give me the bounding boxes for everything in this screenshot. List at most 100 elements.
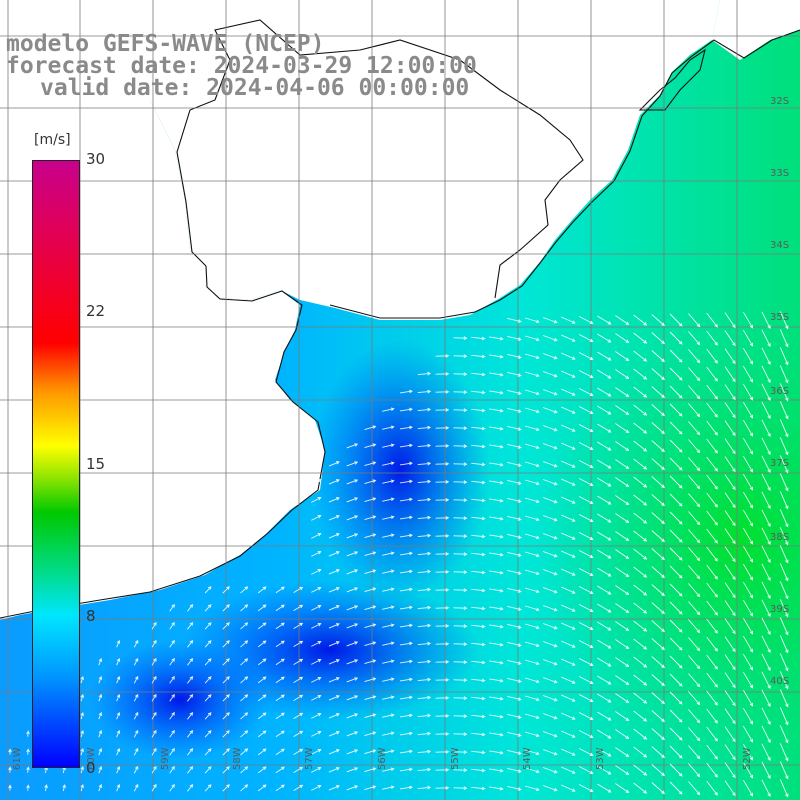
wind-arrow xyxy=(293,784,304,791)
wind-arrow xyxy=(26,730,30,737)
wind-arrow xyxy=(257,784,267,792)
wind-arrow xyxy=(204,640,212,648)
wind-arrow xyxy=(453,552,468,556)
wind-arrow xyxy=(706,528,718,544)
wind-arrow xyxy=(542,623,558,630)
wind-arrow xyxy=(561,658,576,666)
wind-arrow xyxy=(507,587,522,593)
wind-arrow xyxy=(328,659,340,665)
wind-arrow xyxy=(293,658,304,665)
wind-arrow xyxy=(275,640,285,648)
wind-arrow xyxy=(542,749,558,756)
wind-arrow xyxy=(399,713,413,718)
wind-arrow xyxy=(743,473,754,491)
wind-arrow xyxy=(471,714,486,719)
wind-arrow xyxy=(98,765,103,774)
wind-arrow xyxy=(417,731,432,736)
wind-arrow xyxy=(399,785,413,790)
wind-arrow xyxy=(453,444,468,448)
wind-arrow xyxy=(417,749,432,754)
wind-arrow xyxy=(597,495,612,505)
wind-arrow xyxy=(578,478,594,487)
wind-arrow xyxy=(688,565,701,580)
wind-arrow xyxy=(651,728,665,741)
wind-arrow xyxy=(633,404,648,416)
wind-arrow xyxy=(706,690,718,706)
wind-arrow xyxy=(706,600,718,616)
wind-arrow xyxy=(688,763,701,778)
wind-arrow xyxy=(489,408,504,413)
wind-arrow xyxy=(453,372,468,376)
wind-arrow xyxy=(651,584,665,597)
wind-arrow xyxy=(578,460,594,469)
wind-arrow xyxy=(633,728,648,740)
wind-arrow xyxy=(507,371,522,377)
wind-arrow xyxy=(222,676,230,684)
wind-arrow xyxy=(779,707,789,726)
wind-arrow xyxy=(80,711,84,720)
wind-arrow xyxy=(669,475,683,489)
wind-arrow xyxy=(779,527,789,546)
wind-arrow xyxy=(471,480,486,485)
wind-arrow xyxy=(542,677,558,684)
wind-arrow xyxy=(633,638,648,650)
wind-arrow xyxy=(597,567,612,577)
wind-arrow xyxy=(417,389,432,394)
wind-arrow xyxy=(346,443,359,449)
wind-arrow xyxy=(507,767,522,773)
wind-arrow xyxy=(311,785,322,791)
wind-arrow xyxy=(275,694,285,702)
wind-arrow xyxy=(724,402,736,419)
wind-arrow xyxy=(524,677,540,684)
wind-arrow xyxy=(417,569,432,574)
wind-arrow xyxy=(471,426,486,431)
wind-arrow xyxy=(669,493,683,507)
wind-arrow xyxy=(364,605,377,611)
wind-arrow xyxy=(98,747,103,756)
wind-arrow xyxy=(651,314,665,327)
wind-arrow xyxy=(542,785,558,792)
wind-arrow xyxy=(417,443,432,448)
wind-arrow xyxy=(669,781,683,795)
wind-arrow xyxy=(489,660,504,665)
wind-arrow xyxy=(240,694,249,702)
lat-label: 36S xyxy=(770,386,789,397)
wind-arrow xyxy=(597,405,612,415)
wind-arrow xyxy=(597,531,612,541)
wind-arrow xyxy=(561,352,576,360)
wind-arrow xyxy=(222,748,230,756)
wind-arrow xyxy=(597,657,612,667)
colorbar-tick-label: 22 xyxy=(86,302,106,320)
wind-arrow xyxy=(615,495,630,506)
wind-arrow xyxy=(471,444,486,449)
wind-arrow xyxy=(98,693,103,702)
wind-arrow xyxy=(633,530,648,542)
wind-arrow xyxy=(346,713,359,719)
wind-arrow xyxy=(761,419,771,438)
wind-arrow xyxy=(578,586,594,595)
lat-label: 40S xyxy=(770,676,789,687)
wind-arrow xyxy=(597,423,612,433)
wind-arrow xyxy=(311,767,322,773)
wind-arrow xyxy=(578,676,594,685)
wind-arrow xyxy=(435,678,450,682)
wind-arrow xyxy=(706,726,718,742)
wind-arrow xyxy=(743,779,754,797)
wind-arrow xyxy=(633,584,648,596)
wind-arrow xyxy=(706,510,718,526)
wind-arrow xyxy=(706,366,718,382)
wind-arrow xyxy=(275,676,285,684)
wind-arrow xyxy=(688,529,701,544)
wind-arrow xyxy=(222,604,230,612)
wind-arrow xyxy=(382,551,395,556)
wind-arrow xyxy=(328,497,340,503)
wind-arrow xyxy=(382,497,395,502)
wind-arrow xyxy=(779,401,789,420)
wind-arrow xyxy=(561,388,576,396)
wind-arrow xyxy=(417,407,432,412)
wind-arrow xyxy=(222,622,230,630)
wind-arrow xyxy=(651,566,665,579)
wind-arrow xyxy=(453,462,468,466)
wind-arrow xyxy=(724,690,736,707)
wind-arrow xyxy=(382,695,395,700)
